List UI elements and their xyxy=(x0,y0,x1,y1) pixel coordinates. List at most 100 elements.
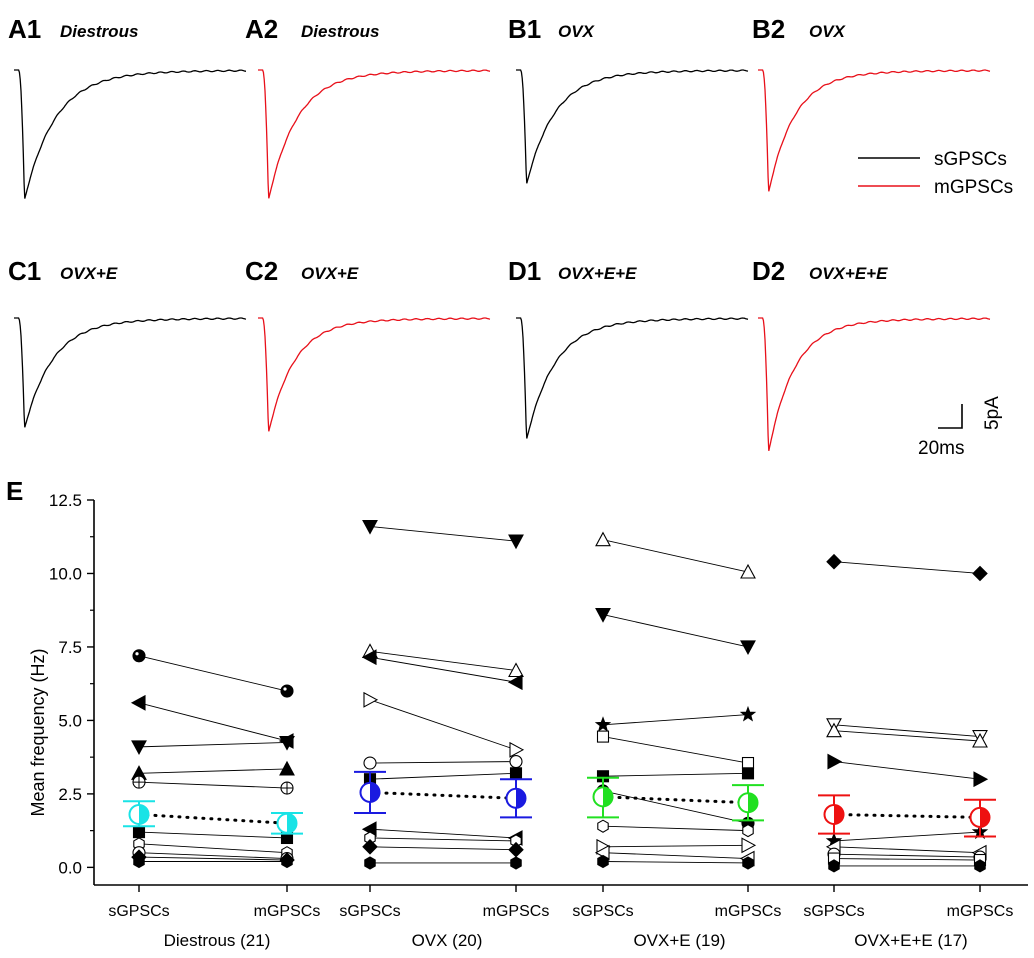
marker-tri-down xyxy=(740,640,756,656)
mean-errorbar-mgpscs xyxy=(964,798,996,838)
trace-panel-d1: D1 OVX+E+E xyxy=(508,256,749,439)
x-tick-label: sGPSCs xyxy=(572,903,633,920)
paired-cell xyxy=(363,767,523,786)
paired-cell xyxy=(597,854,754,870)
trace-line xyxy=(758,317,991,452)
panel-label: B2 xyxy=(752,14,785,44)
paired-cell xyxy=(825,823,989,848)
panel-title: Diestrous xyxy=(60,22,138,41)
pair-line xyxy=(833,853,981,858)
marker-tri-down xyxy=(595,608,611,623)
marker-tri-up xyxy=(279,760,295,776)
panel-label: C2 xyxy=(245,256,278,286)
paired-cell xyxy=(826,553,988,582)
paired-cell xyxy=(364,856,522,870)
marker-square xyxy=(509,767,523,780)
panel-title: OVX xyxy=(809,22,847,41)
mean-errorbar-mgpscs xyxy=(271,811,303,835)
marker-tri-down xyxy=(279,735,295,751)
mean-errorbar-mgpscs xyxy=(732,784,764,822)
pair-line xyxy=(833,831,981,842)
marker-circle-open xyxy=(363,756,377,770)
trace-panel-b2: B2 OVX xyxy=(752,14,991,192)
pair-line xyxy=(138,742,288,748)
group-label: OVX+E+E (17) xyxy=(854,931,967,950)
mean-marker-half xyxy=(516,788,526,808)
pair-line xyxy=(369,656,517,683)
marker-hexagon-open xyxy=(597,819,609,833)
group-1: sGPSCs mGPSCs Diestrous (21) xyxy=(108,649,320,950)
panel-title: OVX xyxy=(558,22,596,41)
marker-star xyxy=(594,716,612,732)
trace-panel-a2: A2 Diestrous xyxy=(245,14,491,199)
panel-title: OVX+E+E xyxy=(558,264,637,283)
paired-cell xyxy=(131,760,295,780)
pair-line xyxy=(369,846,517,851)
trace-panel-c2: C2 OVX+E xyxy=(245,256,491,432)
paired-cell xyxy=(596,784,755,830)
marker-circle-plus xyxy=(132,775,146,789)
y-axis-label: Mean frequency (Hz) xyxy=(28,648,48,816)
pair-line xyxy=(369,828,517,839)
mean-marker-half xyxy=(287,813,297,833)
pair-line xyxy=(138,655,288,692)
paired-cell xyxy=(132,775,294,795)
trace-panel-a1: A1 Diestrous xyxy=(8,14,246,199)
marker-tri-left xyxy=(130,694,146,711)
mean-marker-half xyxy=(139,804,149,824)
marker-hexagon xyxy=(281,854,293,869)
marker-tri-left xyxy=(507,674,523,691)
pair-line xyxy=(833,724,981,738)
paired-cell xyxy=(828,859,986,873)
marker-diamond xyxy=(826,553,842,570)
group-4: sGPSCs mGPSCs OVX+E+E (17) xyxy=(803,553,1013,950)
paired-cell xyxy=(130,694,294,749)
paired-cell xyxy=(364,831,522,848)
marker-diamond xyxy=(362,839,378,855)
paired-cell xyxy=(595,531,756,579)
paired-cell xyxy=(361,821,523,846)
marker-tri-left xyxy=(361,649,377,666)
pair-line xyxy=(602,852,749,859)
mean-marker-half xyxy=(748,793,758,813)
pair-line xyxy=(369,772,517,780)
pair-line xyxy=(138,843,288,854)
mean-marker-half xyxy=(834,804,844,824)
pair-line xyxy=(369,837,517,842)
marker-hexagon xyxy=(510,856,522,870)
panel-label: D2 xyxy=(752,256,785,286)
trace-panel-d2: D2 OVX+E+E xyxy=(752,256,991,452)
marker-tri-down xyxy=(362,519,378,535)
pair-line xyxy=(138,856,288,861)
marker-hexagon xyxy=(828,859,840,873)
trace-line xyxy=(516,317,749,439)
pair-line xyxy=(602,861,749,864)
paired-cell xyxy=(826,722,988,748)
mean-marker-half xyxy=(370,782,380,802)
pair-line xyxy=(602,539,749,573)
trace-panel-b1: B1 OVX xyxy=(508,14,749,184)
marker-tri-up-open xyxy=(972,732,988,748)
mean-marker-half xyxy=(980,807,990,827)
mean-errorbar-mgpscs xyxy=(500,778,532,819)
pair-line xyxy=(602,825,749,832)
trace-line xyxy=(258,317,491,432)
marker-tri-up-open xyxy=(740,563,756,579)
mean-line xyxy=(137,812,289,825)
scalebar-lines xyxy=(938,404,963,429)
x-tick-label: sGPSCs xyxy=(108,903,169,920)
paired-cell xyxy=(594,705,757,732)
legend-label: sGPSCs xyxy=(934,149,1007,170)
y-tick-label: 5.0 xyxy=(58,711,82,730)
marker-hexagon-open xyxy=(742,823,754,838)
marker-tri-right xyxy=(973,771,989,788)
y-tick-label: 10.0 xyxy=(49,564,82,583)
paired-cell xyxy=(596,837,757,855)
pair-line xyxy=(602,736,749,764)
paired-cell xyxy=(362,839,524,858)
paired-cell xyxy=(363,691,525,758)
panel-label: D1 xyxy=(508,256,541,286)
pair-line xyxy=(369,761,517,764)
